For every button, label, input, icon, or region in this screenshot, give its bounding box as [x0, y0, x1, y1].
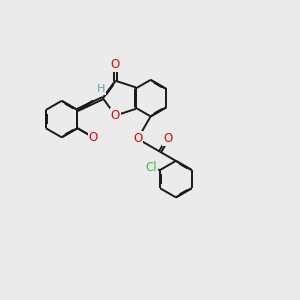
Text: O: O: [133, 132, 142, 145]
Text: O: O: [163, 132, 172, 145]
Text: Cl: Cl: [146, 161, 157, 174]
Text: H: H: [97, 84, 106, 94]
Text: O: O: [111, 109, 120, 122]
Text: O: O: [111, 58, 120, 71]
Text: O: O: [89, 131, 98, 144]
